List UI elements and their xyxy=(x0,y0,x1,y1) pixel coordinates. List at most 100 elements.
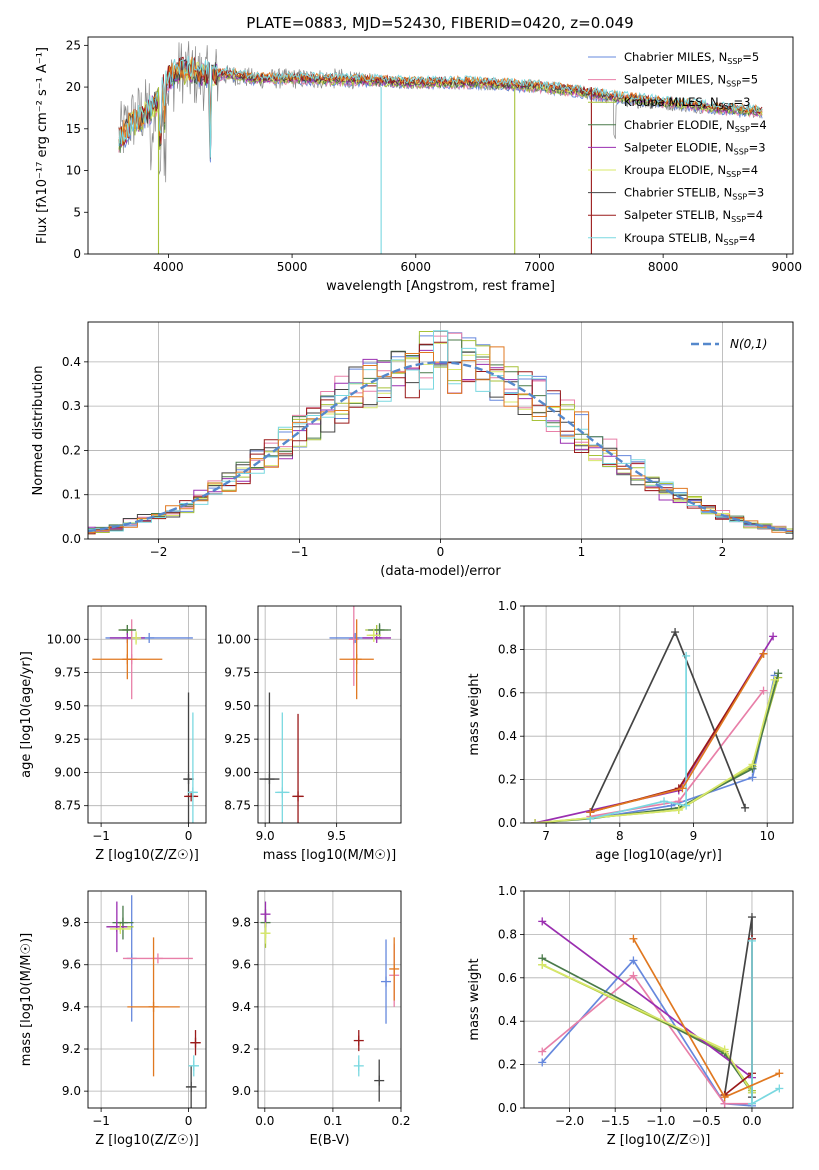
y-tick-label: 9.25 xyxy=(54,732,81,746)
legend-label: Kroupa MILES, N xyxy=(624,95,719,109)
plot-area xyxy=(260,901,400,1102)
x-tick-label: 0.0 xyxy=(742,1114,761,1128)
legend-entry: Chabrier MILES, NSSP=5 xyxy=(624,50,759,66)
series-point xyxy=(774,669,783,678)
series-point xyxy=(660,797,669,806)
legend-tail: =3 xyxy=(734,95,751,109)
y-tick-label: 9.4 xyxy=(232,1000,251,1014)
series-point xyxy=(759,649,768,658)
y-tick-label: 0.2 xyxy=(498,773,517,787)
x-tick-label: 7 xyxy=(542,829,550,843)
y-axis-label: Flux [fλ10⁻¹⁷ erg cm⁻² s⁻¹ A⁻¹] xyxy=(35,47,50,244)
y-axis-label: mass [log10(M/M☉)] xyxy=(19,933,34,1066)
errorbar-point xyxy=(190,1030,201,1056)
axes-spectrum: 4000 5000 6000 7000 8000 9000 0 5 10 15 20 25 wavele… xyxy=(35,36,802,294)
errorbar-point xyxy=(368,623,391,637)
y-tick-label: 9.6 xyxy=(62,958,81,972)
series-point xyxy=(769,632,778,641)
series-line-chabrier-miles xyxy=(541,958,753,1107)
x-tick-label: 0.1 xyxy=(323,1114,342,1128)
errorbar-point xyxy=(366,628,381,642)
axes-massweight_vs_Z: −2.0 −1.5 −1.0 −0.5 0.0 0.0 0.2 0.4 0.6 0.8 1.0 Z [… xyxy=(467,884,794,1148)
x-tick-label: −1 xyxy=(291,545,309,559)
legend-entry: Salpeter MILES, NSSP=5 xyxy=(624,73,758,89)
y-tick-label: 25 xyxy=(66,38,81,52)
legend-entry: Kroupa STELIB, NSSP=4 xyxy=(624,231,755,247)
x-tick-label: 9.0 xyxy=(256,829,275,843)
errorbar-point xyxy=(389,937,400,1001)
legend-entry: Salpeter STELIB, NSSP=4 xyxy=(624,208,763,224)
errorbar-point xyxy=(188,1055,200,1077)
y-tick-label: 10 xyxy=(66,164,81,178)
series-point xyxy=(682,801,691,810)
y-tick-label: 0.4 xyxy=(62,355,81,369)
errorbar-point xyxy=(187,712,198,823)
legend-label: Salpeter STELIB, N xyxy=(624,208,731,222)
y-tick-label: 9.00 xyxy=(54,765,81,779)
y-tick-label: 8.75 xyxy=(54,799,81,813)
legend-tail: =4 xyxy=(746,208,763,222)
x-tick-label: −1.5 xyxy=(601,1114,630,1128)
y-tick-label: 0.4 xyxy=(498,729,517,743)
x-tick-label: 7000 xyxy=(524,260,555,274)
histogram-salpeter-elodie xyxy=(88,349,793,532)
axes-massweight_vs_age: 7 8 9 10 0.0 0.2 0.4 0.6 0.8 1.0 age [log10(age/yr… xyxy=(467,599,794,863)
legend-entry: Salpeter ELODIE, NSSP=3 xyxy=(624,140,766,156)
y-tick-label: 1.0 xyxy=(498,599,517,613)
x-tick-label: 10 xyxy=(760,829,775,843)
y-tick-label: 1.0 xyxy=(498,884,517,898)
errorbar-point xyxy=(292,713,304,823)
series-point xyxy=(770,675,779,684)
y-tick-label: 0.8 xyxy=(498,642,517,656)
y-tick-label: 0.0 xyxy=(498,816,517,830)
y-tick-label: 9.25 xyxy=(224,732,251,746)
axes-frame xyxy=(523,605,794,824)
axes-mass_vs_Z: −1 0 9.0 9.2 9.4 9.6 9.8 Z [log10(Z/Z☉)] mass [l… xyxy=(19,890,207,1148)
histogram-kroupa-elodie xyxy=(88,342,793,534)
y-axis-label: Normed distribution xyxy=(31,366,46,496)
x-tick-label: 9.5 xyxy=(327,829,346,843)
errorbar-point xyxy=(374,1059,385,1102)
legend-label: Kroupa STELIB, N xyxy=(624,231,724,245)
legend-label: Chabrier MILES, N xyxy=(624,50,727,64)
series-point xyxy=(747,1099,756,1108)
y-tick-label: 20 xyxy=(66,80,81,94)
axes-age_vs_mass: 9.0 9.5 8.75 9.00 9.25 9.50 9.75 10.00 mass [log… xyxy=(217,605,402,863)
legend-tail: =5 xyxy=(741,73,758,87)
axes-mass_vs_ebv: 0.0 0.1 0.2 9.0 9.2 9.4 9.6 9.8 E(B-V) xyxy=(232,890,411,1148)
y-tick-label: 0.6 xyxy=(498,686,517,700)
y-tick-label: 0.0 xyxy=(62,532,81,546)
legend-label: Chabrier ELODIE, N xyxy=(624,118,735,132)
series-point xyxy=(629,971,638,980)
axes-frame xyxy=(87,321,794,540)
series-point xyxy=(741,803,750,812)
y-tick-label: 9.2 xyxy=(232,1042,251,1056)
series-point xyxy=(674,805,683,814)
errorbar-point xyxy=(131,631,142,645)
plot-area xyxy=(92,619,199,823)
y-tick-label: 9.8 xyxy=(232,916,251,930)
series-point xyxy=(720,1093,729,1102)
series-point xyxy=(629,934,638,943)
legend-subscript: SSP xyxy=(727,57,742,66)
x-tick-label: 8000 xyxy=(648,260,679,274)
x-tick-label: −2.0 xyxy=(555,1114,584,1128)
axes-frame xyxy=(87,605,207,824)
series-point xyxy=(538,960,547,969)
series-point xyxy=(775,1084,784,1093)
legend-subscript: SSP xyxy=(732,193,747,202)
errorbar-point xyxy=(92,639,163,680)
legend-tail: =3 xyxy=(749,140,766,154)
series-point xyxy=(586,808,595,817)
series-point xyxy=(682,651,691,660)
y-tick-label: 0.2 xyxy=(62,443,81,457)
axes-frame xyxy=(523,890,794,1109)
errorbar-point xyxy=(353,1030,364,1052)
x-axis-label: mass [log10(M/M☉)] xyxy=(263,848,396,863)
y-tick-label: 5 xyxy=(73,205,81,219)
legend-entry: Chabrier STELIB, NSSP=3 xyxy=(624,186,764,202)
legend-subscript: SSP xyxy=(735,125,750,134)
y-tick-label: 0.2 xyxy=(498,1058,517,1072)
